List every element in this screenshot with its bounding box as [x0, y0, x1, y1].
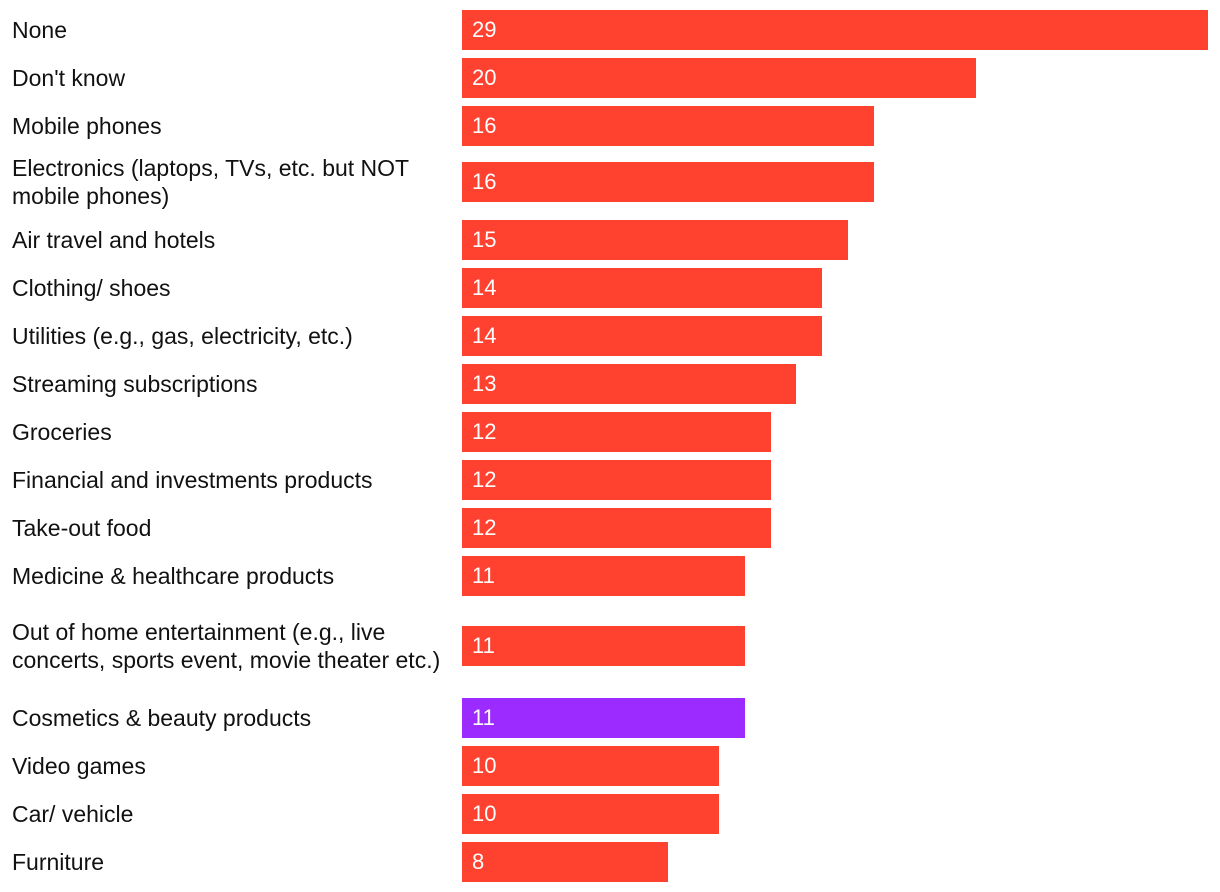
chart-row: Utilities (e.g., gas, electricity, etc.)…: [0, 312, 1220, 360]
bar: 11: [462, 698, 745, 738]
chart-row: Air travel and hotels 15: [0, 216, 1220, 264]
bar: 20: [462, 58, 976, 98]
bar: 14: [462, 316, 822, 356]
bar: 12: [462, 508, 771, 548]
bar: 16: [462, 106, 874, 146]
chart-row: Video games 10: [0, 742, 1220, 790]
chart-row: Don't know 20: [0, 54, 1220, 102]
bar-value-label: 11: [472, 563, 495, 588]
category-label: Take-out food: [12, 515, 152, 541]
bar-value-label: 14: [472, 275, 497, 300]
bar-value-label: 29: [472, 17, 497, 42]
bar: 10: [462, 746, 719, 786]
chart-row: Take-out food 12: [0, 504, 1220, 552]
bar-value-label: 11: [472, 705, 495, 730]
category-label: Financial and investments products: [12, 467, 373, 493]
bar: 10: [462, 794, 719, 834]
bar-value-label: 11: [472, 633, 495, 658]
bar: 11: [462, 626, 745, 666]
chart-row: Streaming subscriptions 13: [0, 360, 1220, 408]
bar-value-label: 16: [472, 113, 497, 138]
category-label: Furniture: [12, 849, 105, 875]
category-label: Cosmetics & beauty products: [12, 705, 312, 731]
chart-row: Furniture 8: [0, 838, 1220, 886]
category-label: None: [12, 17, 67, 43]
bar: 14: [462, 268, 822, 308]
category-label: Electronics (laptops, TVs, etc. but NOT …: [12, 155, 409, 209]
bar: 16: [462, 162, 874, 202]
bar-value-label: 14: [472, 323, 497, 348]
category-label: Medicine & healthcare products: [12, 563, 335, 589]
bar: 12: [462, 412, 771, 452]
bar-value-label: 12: [472, 467, 497, 492]
category-label: Clothing/ shoes: [12, 275, 171, 301]
bar: 15: [462, 220, 848, 260]
category-label: Car/ vehicle: [12, 801, 134, 827]
category-label: Air travel and hotels: [12, 227, 216, 253]
category-label: Video games: [12, 753, 146, 779]
bar: 13: [462, 364, 796, 404]
chart-row: Mobile phones 16: [0, 102, 1220, 150]
chart-row: None 29: [0, 6, 1220, 54]
chart-row: Out of home entertainment (e.g., live co…: [0, 600, 1220, 692]
chart-row: Clothing/ shoes 14: [0, 264, 1220, 312]
category-label: Out of home entertainment (e.g., live co…: [12, 619, 441, 673]
category-label: Streaming subscriptions: [12, 371, 258, 397]
bar: 11: [462, 556, 745, 596]
bar-value-label: 8: [472, 849, 485, 874]
bar-value-label: 12: [472, 419, 497, 444]
chart-row: Cosmetics & beauty products 11: [0, 694, 1220, 742]
category-label: Mobile phones: [12, 113, 162, 139]
bar-value-label: 15: [472, 227, 497, 252]
chart-row: Financial and investments products 12: [0, 456, 1220, 504]
chart-row: Car/ vehicle 10: [0, 790, 1220, 838]
bar-value-label: 10: [472, 801, 497, 826]
chart-row: Groceries 12: [0, 408, 1220, 456]
chart-row: Electronics (laptops, TVs, etc. but NOT …: [0, 150, 1220, 214]
bar-value-label: 20: [472, 65, 497, 90]
bar-value-label: 10: [472, 753, 497, 778]
category-label: Groceries: [12, 419, 112, 445]
bar: 29: [462, 10, 1208, 50]
bar: 12: [462, 460, 771, 500]
chart-row: Medicine & healthcare products 11: [0, 552, 1220, 600]
category-label: Don't know: [12, 65, 126, 91]
category-label: Utilities (e.g., gas, electricity, etc.): [12, 323, 353, 349]
bar-value-label: 16: [472, 169, 497, 194]
bar: 8: [462, 842, 668, 882]
bar-value-label: 13: [472, 371, 497, 396]
bar-value-label: 12: [472, 515, 497, 540]
